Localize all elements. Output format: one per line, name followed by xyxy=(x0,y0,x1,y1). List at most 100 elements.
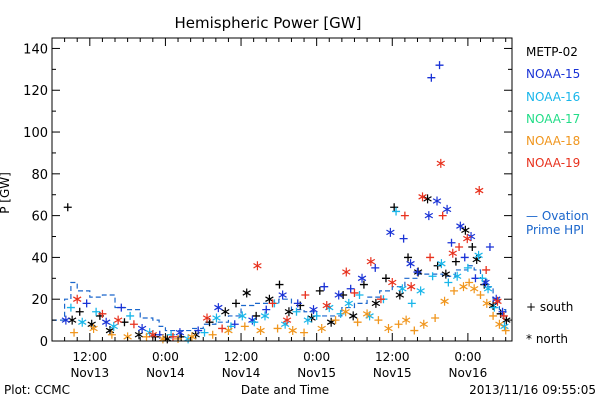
x-tick-label-time: 12:00 xyxy=(224,350,259,364)
x-axis-label: Date and Time xyxy=(241,383,329,397)
point-noaa-18-south xyxy=(208,330,217,339)
point-noaa-18-north xyxy=(187,332,197,342)
point-noaa-18-north xyxy=(495,319,504,329)
x-tick-label-date: Nov14 xyxy=(222,366,261,380)
point-metp-02-north xyxy=(242,288,251,298)
point-noaa-18-north xyxy=(384,323,393,333)
point-metp-02-south xyxy=(404,253,413,262)
point-noaa-15-north xyxy=(357,273,367,283)
point-noaa-16-north xyxy=(344,298,354,308)
point-noaa-19-north xyxy=(342,267,351,277)
point-noaa-16-north xyxy=(303,315,313,325)
x-tick-label-date: Nov15 xyxy=(297,366,336,380)
point-noaa-19-north xyxy=(366,257,376,267)
point-noaa-15-north xyxy=(175,328,185,338)
point-noaa-19-north xyxy=(72,294,82,304)
y-axis-label: P [GW] xyxy=(0,172,12,214)
point-metp-02-south xyxy=(451,257,460,266)
point-noaa-15-north xyxy=(432,196,442,206)
point-noaa-15-south xyxy=(230,320,239,329)
point-noaa-19-north xyxy=(493,296,502,306)
point-metp-02-north xyxy=(105,326,115,336)
point-noaa-16-north xyxy=(474,250,483,260)
point-noaa-18-south xyxy=(431,314,440,323)
point-metp-02-north xyxy=(67,315,77,325)
x-tick-label-date: Nov13 xyxy=(70,366,109,380)
point-metp-02-north xyxy=(284,307,294,317)
point-noaa-19-south xyxy=(218,324,227,333)
point-metp-02-north xyxy=(371,298,381,308)
legend-entry-noaa-16: NOAA-16 xyxy=(526,90,580,104)
point-metp-02-north xyxy=(423,194,432,204)
point-noaa-19-north xyxy=(388,277,397,287)
point-noaa-18-south xyxy=(70,328,79,337)
legend-entry-noaa-19: NOAA-19 xyxy=(526,156,580,170)
legend-entry-metp-02: METP-02 xyxy=(526,45,578,59)
point-noaa-18-north xyxy=(469,284,479,294)
point-noaa-18-south xyxy=(450,286,459,295)
point-noaa-18-south xyxy=(465,278,474,287)
x-tick-label-time: 0:00 xyxy=(454,350,481,364)
point-noaa-18-north xyxy=(89,323,98,333)
point-noaa-19-north xyxy=(418,192,427,202)
point-noaa-16-south xyxy=(478,274,487,283)
point-noaa-16-south xyxy=(407,299,416,308)
point-noaa-15-north xyxy=(278,290,287,300)
point-metp-02-north xyxy=(134,330,144,340)
point-noaa-19-north xyxy=(253,261,262,271)
point-noaa-19-south xyxy=(400,211,409,220)
y-tick-label: 40 xyxy=(31,251,48,266)
point-metp-02-north xyxy=(395,290,405,300)
point-noaa-16-north xyxy=(109,321,118,331)
y-tick-label: 60 xyxy=(31,210,48,225)
point-noaa-19-south xyxy=(482,265,491,274)
point-metp-02-south xyxy=(339,291,348,300)
plot-timestamp: 2013/11/16 09:55:05 xyxy=(469,383,596,397)
point-metp-02-south xyxy=(381,274,390,283)
y-tick-label: 120 xyxy=(23,84,48,99)
x-tick-label-time: 12:00 xyxy=(73,350,108,364)
point-noaa-18-south xyxy=(476,291,485,300)
x-tick-label-date: Nov15 xyxy=(373,366,412,380)
point-noaa-18-south xyxy=(300,328,309,337)
point-metp-02-south xyxy=(63,203,72,212)
plot-frame xyxy=(51,37,513,342)
point-noaa-16-north xyxy=(416,286,425,296)
point-noaa-15-south xyxy=(427,73,436,82)
legend-entry-noaa-17: NOAA-17 xyxy=(526,112,580,126)
point-noaa-19-north xyxy=(322,300,331,310)
plot-credit: Plot: CCMC xyxy=(4,383,70,397)
point-noaa-16-south xyxy=(126,311,135,320)
point-noaa-15-north xyxy=(61,315,71,325)
point-metp-02-south xyxy=(275,280,284,289)
point-noaa-18-north xyxy=(440,296,449,306)
point-noaa-19-south xyxy=(376,295,385,304)
point-noaa-19-south xyxy=(129,320,138,329)
point-noaa-15-south xyxy=(320,282,329,291)
point-noaa-15-north xyxy=(386,227,395,237)
point-noaa-18-south xyxy=(331,316,340,325)
point-noaa-16-south xyxy=(92,307,101,316)
legend-ovation-line2: Prime HPI xyxy=(526,223,584,237)
point-noaa-16-north xyxy=(452,271,462,281)
point-noaa-15-south xyxy=(293,299,302,308)
point-noaa-18-south xyxy=(107,330,116,339)
x-tick-label-time: 12:00 xyxy=(375,350,410,364)
point-noaa-19-south xyxy=(301,291,310,300)
point-metp-02-north xyxy=(461,225,470,235)
point-noaa-16-south xyxy=(336,309,345,318)
point-noaa-16-north xyxy=(437,259,446,269)
point-metp-02-south xyxy=(468,242,477,251)
point-noaa-16-south xyxy=(312,311,321,320)
x-tick-label-time: 0:00 xyxy=(303,350,330,364)
point-noaa-16-north xyxy=(260,311,270,321)
point-noaa-19-south xyxy=(426,253,435,262)
point-noaa-15-south xyxy=(413,268,422,277)
point-noaa-18-north xyxy=(362,309,372,319)
point-metp-02-south xyxy=(359,280,368,289)
point-noaa-19-north xyxy=(475,186,484,196)
point-noaa-15-north xyxy=(334,290,343,300)
point-noaa-15-north xyxy=(442,204,452,214)
point-noaa-19-north xyxy=(436,158,446,168)
